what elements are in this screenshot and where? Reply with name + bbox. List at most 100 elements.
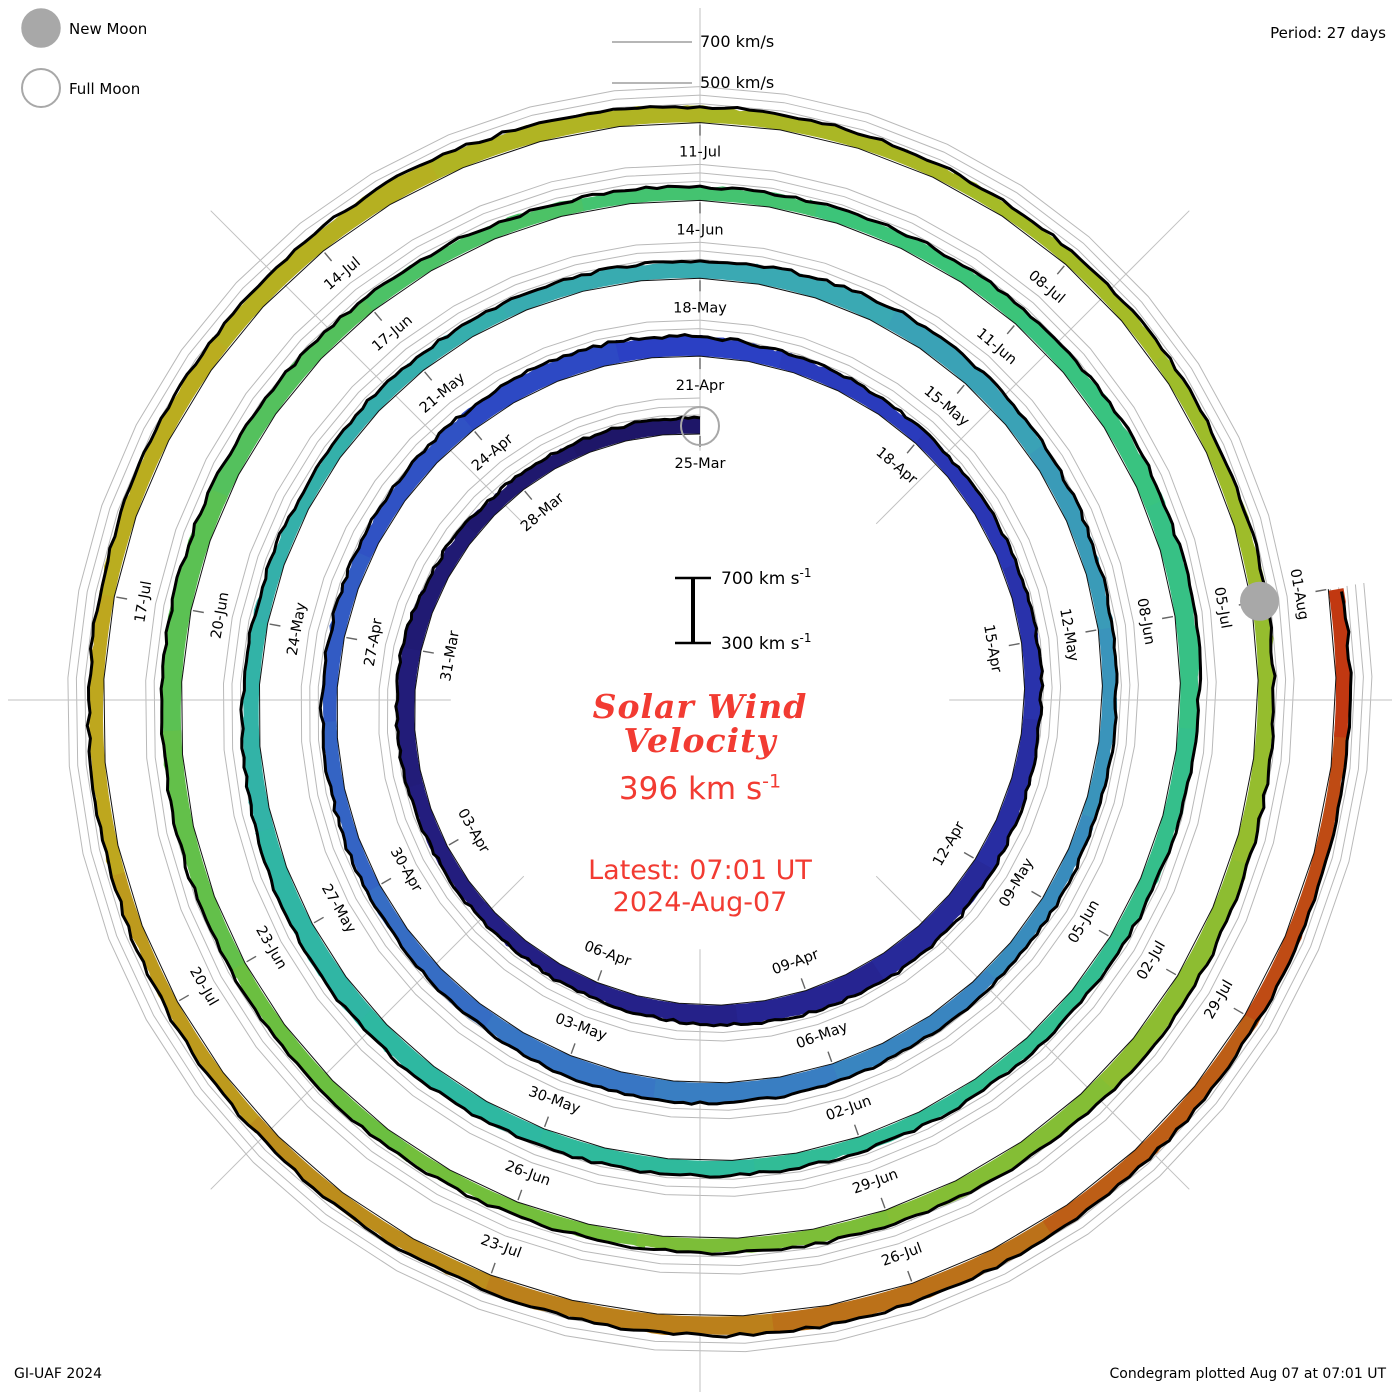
velocity-band-segment	[358, 1009, 551, 1147]
date-label: 25-Mar	[674, 456, 725, 472]
velocity-band-segment	[485, 1275, 785, 1336]
date-tick	[800, 978, 806, 989]
velocity-band-segment	[232, 962, 416, 1162]
date-tick	[1315, 588, 1327, 593]
velocity-band-segment	[985, 808, 1096, 981]
velocity-baseline	[103, 122, 1337, 1317]
date-tick	[313, 916, 324, 924]
footer-right: Condegram plotted Aug 07 at 07:01 UT	[1109, 1366, 1386, 1382]
velocity-band-segment	[806, 199, 1027, 324]
velocity-band-segment	[241, 621, 276, 841]
moon-phase-legend: New Moon Full Moon	[21, 8, 147, 108]
date-label: 11-Jul	[679, 145, 721, 161]
date-label: 08-Jun	[1133, 597, 1157, 646]
date-label: 28-Mar	[518, 490, 567, 535]
date-label: 23-Jul	[478, 1232, 523, 1261]
velocity-band-segment	[400, 524, 478, 656]
date-tick	[381, 877, 392, 885]
value-gridline	[67, 86, 1373, 1353]
velocity-band-segment	[753, 1086, 972, 1173]
velocity-band-segment	[208, 162, 439, 356]
velocity-band-segment	[365, 884, 499, 1033]
velocity-band-segment	[771, 1215, 1061, 1333]
velocity-band-segment	[255, 827, 378, 1030]
date-label: 18-May	[673, 300, 727, 316]
date-tick	[1085, 629, 1097, 633]
date-label: 29-Jul	[1202, 978, 1237, 1022]
velocity-band-segment	[461, 445, 578, 538]
velocity-band-segment	[420, 105, 700, 183]
date-label: 18-Apr	[872, 444, 919, 487]
date-label: 06-Apr	[582, 938, 633, 970]
date-label: 06-May	[794, 1019, 850, 1053]
new-moon-marker	[1240, 581, 1279, 621]
velocity-band-segment	[88, 594, 128, 887]
date-tick	[374, 311, 383, 322]
velocity-band-segment	[322, 551, 371, 729]
date-label: 05-Jul	[1211, 586, 1234, 630]
date-tick	[474, 431, 483, 441]
current-velocity-value: 396 km s	[618, 770, 763, 807]
date-tick	[906, 444, 915, 454]
date-label: 05-Jun	[1065, 897, 1102, 946]
radial-tick-label-500: 500 km/s	[700, 73, 774, 92]
velocity-band-segment	[735, 958, 890, 1026]
velocity-band-segment	[1110, 720, 1199, 945]
date-label: 17-Jun	[369, 312, 415, 355]
date-tick	[956, 384, 965, 394]
chart-title-line2: Velocity	[623, 721, 777, 761]
latest-date: 2024-Aug-07	[612, 887, 788, 919]
date-tick	[1008, 642, 1020, 647]
velocity-band-segment	[98, 337, 228, 607]
date-label: 03-Apr	[454, 806, 492, 856]
date-tick	[963, 851, 974, 859]
velocity-band-segment	[395, 647, 425, 793]
date-tick	[1056, 265, 1065, 275]
date-label: 17-Jul	[132, 580, 155, 624]
date-tick	[827, 1051, 833, 1063]
chart-title-line1: Solar Wind	[592, 687, 808, 726]
date-tick	[907, 1270, 913, 1282]
velocity-band-segment	[457, 340, 620, 434]
date-tick	[116, 596, 128, 600]
date-tick	[880, 1197, 886, 1209]
date-tick	[422, 650, 434, 654]
date-tick	[178, 994, 190, 1002]
latest-time: Latest: 07:01 UT	[588, 854, 812, 886]
velocity-band-segment	[112, 872, 266, 1134]
date-tick	[543, 1116, 550, 1128]
velocity-band-segment	[567, 417, 700, 459]
moon-markers	[680, 406, 1279, 621]
date-label: 20-Jul	[186, 965, 221, 1009]
velocity-band-segment	[1009, 307, 1162, 508]
date-tick	[324, 252, 333, 262]
date-tick	[524, 490, 533, 501]
velocity-band-segment	[1148, 346, 1268, 603]
period-label: Period: 27 days	[1270, 24, 1386, 42]
date-label: 14-Jun	[676, 222, 723, 238]
velocity-band-segment	[474, 902, 602, 998]
date-label: 31-Mar	[438, 629, 463, 682]
date-tick	[517, 1189, 523, 1201]
date-label: 30-May	[526, 1084, 582, 1118]
velocity-band-segment	[572, 185, 818, 217]
latest-readout: Latest: 07:01 UT 2024-Aug-07	[430, 855, 970, 920]
date-tick	[1098, 929, 1109, 937]
date-ticks	[116, 124, 1327, 1282]
radial-spoke	[210, 210, 525, 525]
date-tick	[192, 609, 204, 614]
velocity-band-segment	[538, 1128, 763, 1177]
date-tick	[853, 1124, 859, 1136]
center-readout: Solar Wind Velocity 396 km s-1 Latest: 0…	[430, 687, 970, 920]
velocity-band-segment	[591, 982, 744, 1027]
velocity-band-segment	[322, 721, 383, 898]
velocity-band-segment	[1142, 492, 1200, 729]
date-tick	[246, 955, 257, 963]
new-moon-icon	[21, 8, 61, 48]
velocity-band-segment	[975, 713, 1041, 870]
date-tick	[346, 636, 358, 641]
current-velocity: 396 km s-1	[430, 771, 970, 807]
date-label: 26-Jun	[503, 1158, 553, 1189]
date-label: 12-May	[1056, 607, 1081, 663]
